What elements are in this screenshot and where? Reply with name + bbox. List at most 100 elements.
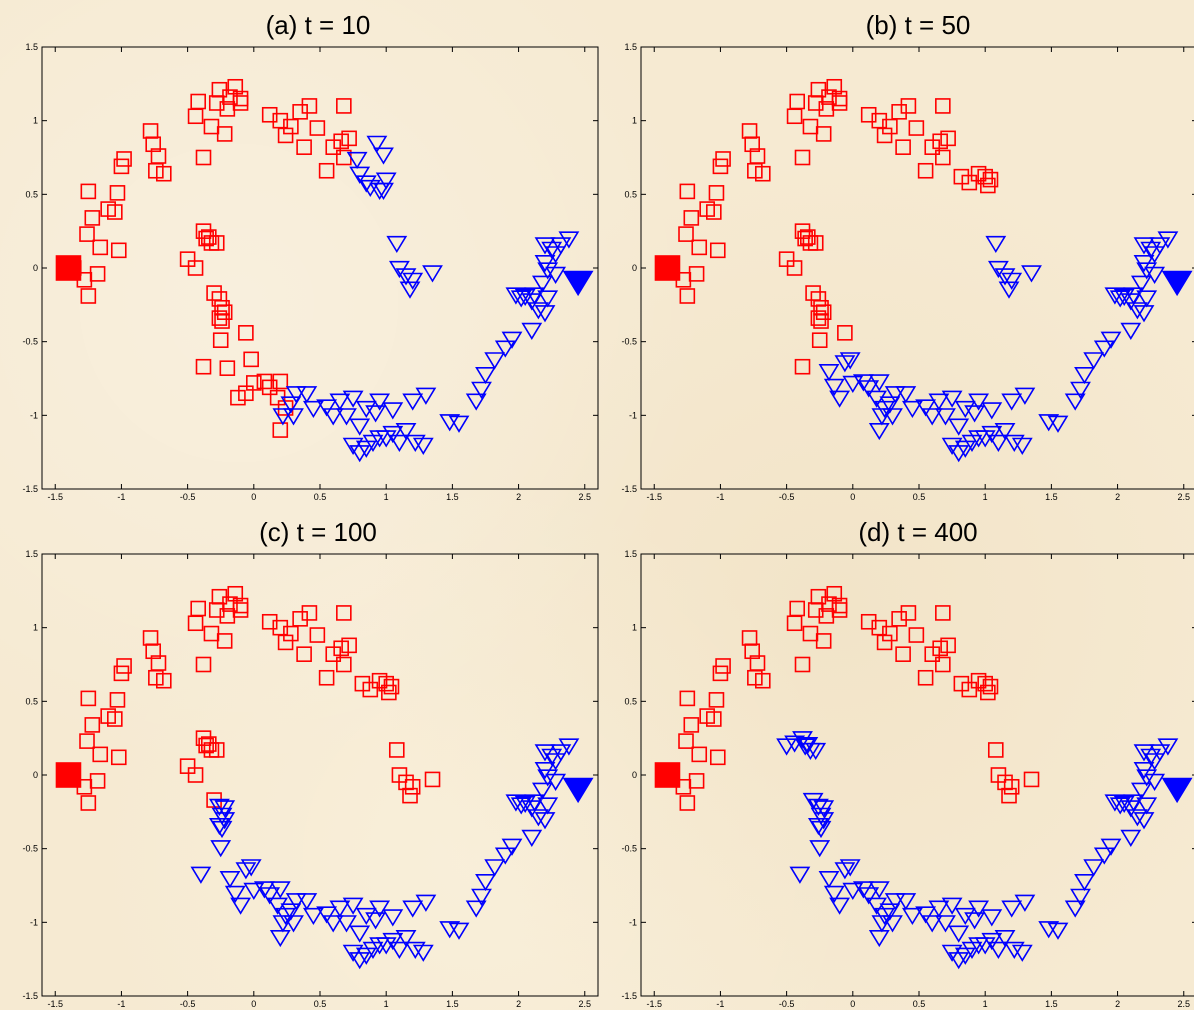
triangle-marker xyxy=(1120,293,1142,311)
panel-a: (a) t = 10 -1.5 -1 -0.5 0 0.5 1 1.5 2 2.5 -1.5 -1 -0… xyxy=(22,10,599,502)
triangle-marker xyxy=(296,893,318,911)
y-tick-label: 0 xyxy=(33,770,38,780)
triangle-marker xyxy=(1113,795,1135,814)
axes-frame xyxy=(41,553,599,997)
x-tick-label: 0 xyxy=(251,492,256,502)
square-marker xyxy=(1023,771,1040,788)
triangle-marker xyxy=(395,929,417,948)
triangle-marker xyxy=(259,887,281,905)
triangle-marker xyxy=(267,897,289,915)
square-marker xyxy=(871,112,888,129)
triangle-marker xyxy=(373,182,394,201)
triangle-marker xyxy=(224,885,246,903)
triangle-marker xyxy=(412,437,434,455)
triangle-marker xyxy=(527,809,549,827)
square-marker xyxy=(935,98,951,114)
x-tick-label: 2 xyxy=(516,999,521,1009)
x-tick-label: 0.5 xyxy=(913,492,926,502)
square-marker xyxy=(318,669,335,686)
y-tick-label: -0.5 xyxy=(621,844,637,854)
panel-b: (b) t = 50 -1.5 -1 -0.5 0 0.5 1 1.5 2 2.5 -1.5 -1 -0… xyxy=(621,10,1194,502)
triangle-marker xyxy=(809,840,831,858)
square-marker xyxy=(292,611,308,627)
square-marker xyxy=(272,619,289,636)
square-marker xyxy=(860,613,877,630)
triangle-marker xyxy=(823,378,845,396)
square-marker xyxy=(341,637,357,654)
x-tick-label: 2 xyxy=(516,492,521,502)
triangle-marker xyxy=(302,907,324,926)
labeled-triangle-marker xyxy=(1161,777,1193,804)
triangle-marker xyxy=(1011,944,1033,962)
square-marker xyxy=(272,422,289,438)
triangle-marker xyxy=(1133,812,1155,830)
triangle-marker xyxy=(285,893,307,911)
x-tick-label: 1 xyxy=(384,999,389,1009)
triangle-marker xyxy=(895,893,917,911)
triangle-marker xyxy=(280,903,302,921)
triangle-marker xyxy=(1126,302,1148,320)
square-marker xyxy=(336,656,352,673)
square-marker xyxy=(706,204,722,220)
triangle-marker xyxy=(852,881,874,899)
triangle-marker xyxy=(521,322,543,340)
triangle-marker xyxy=(882,408,903,426)
axes-frame xyxy=(640,46,1194,490)
square-marker xyxy=(961,681,978,698)
triangle-marker xyxy=(362,434,384,452)
square-marker xyxy=(301,605,318,621)
square-marker xyxy=(882,625,898,642)
triangle-marker xyxy=(439,414,461,432)
triangle-marker xyxy=(537,290,559,308)
square-marker xyxy=(89,773,106,789)
triangle-marker xyxy=(545,246,567,264)
triangle-marker xyxy=(901,907,923,926)
triangle-marker xyxy=(322,915,344,933)
triangle-marker xyxy=(987,434,1009,452)
triangle-marker xyxy=(329,900,351,918)
square-marker xyxy=(219,360,236,376)
square-marker xyxy=(116,151,132,167)
square-marker xyxy=(195,223,212,239)
triangle-marker xyxy=(813,800,835,818)
triangle-marker xyxy=(842,375,864,394)
triangle-marker xyxy=(776,738,798,756)
x-tick-label: -0.5 xyxy=(779,492,795,502)
triangle-marker xyxy=(921,408,943,426)
square-marker xyxy=(243,351,259,368)
triangle-marker xyxy=(954,907,976,926)
triangle-marker xyxy=(521,293,543,311)
square-marker xyxy=(709,242,726,259)
square-marker xyxy=(246,375,262,391)
axes-frame xyxy=(41,46,599,490)
triangle-marker xyxy=(884,386,906,404)
y-tick-label: 0.5 xyxy=(624,696,637,706)
square-marker xyxy=(932,640,948,657)
triangle-marker xyxy=(235,862,257,880)
square-marker xyxy=(155,165,172,182)
square-marker xyxy=(917,162,934,179)
square-marker xyxy=(148,669,164,686)
triangle-marker xyxy=(839,352,861,370)
labeled-triangle-marker xyxy=(562,270,594,297)
plot-area xyxy=(654,585,1193,970)
triangle-marker xyxy=(935,915,956,933)
triangle-marker xyxy=(484,352,506,370)
x-tick-label: -1 xyxy=(716,492,724,502)
square-marker xyxy=(794,358,811,375)
square-marker xyxy=(238,385,254,402)
triangle-marker xyxy=(868,422,890,441)
labeled-triangle-marker xyxy=(1161,270,1193,297)
triangle-marker xyxy=(874,400,896,419)
triangle-marker xyxy=(818,870,840,889)
triangle-marker xyxy=(208,798,230,817)
triangle-marker xyxy=(395,268,417,286)
triangle-marker xyxy=(928,900,950,918)
triangle-marker xyxy=(1136,769,1158,787)
triangle-marker xyxy=(868,881,890,899)
triangle-marker xyxy=(792,731,813,749)
triangle-marker xyxy=(534,237,556,255)
triangle-marker xyxy=(834,862,856,880)
triangle-marker xyxy=(521,800,543,818)
triangle-marker xyxy=(349,418,371,436)
